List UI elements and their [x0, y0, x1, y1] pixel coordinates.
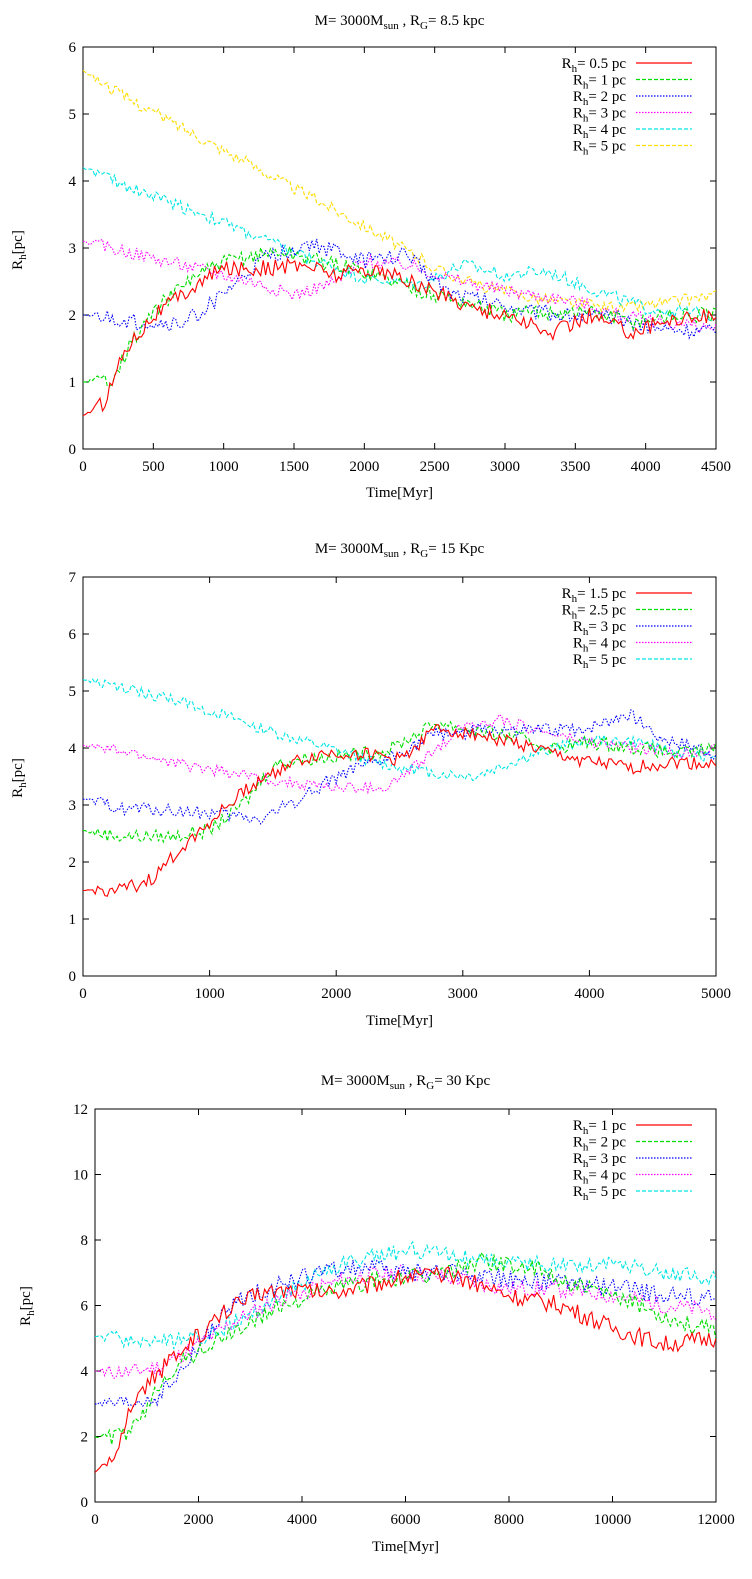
- legend-label: Rh= 1 pc: [573, 1118, 626, 1137]
- y-tick-label: 8: [81, 1233, 89, 1249]
- x-tick-label: 4000: [287, 1512, 317, 1528]
- y-tick-label: 2: [69, 308, 77, 324]
- legend-label: Rh= 2 pc: [573, 1135, 626, 1154]
- legend-label: Rh= 2.5 pc: [562, 603, 627, 622]
- series-line: [95, 1259, 716, 1408]
- series-line: [83, 244, 716, 387]
- x-tick-label: 0: [79, 986, 87, 1002]
- x-tick-label: 8000: [494, 1512, 524, 1528]
- x-tick-label: 2000: [349, 459, 379, 475]
- legend-label: Rh= 1 pc: [573, 73, 626, 92]
- y-tick-label: 6: [69, 40, 77, 56]
- y-tick-label: 6: [81, 1299, 89, 1315]
- series-line: [95, 1264, 716, 1380]
- y-tick-label: 5: [69, 107, 77, 123]
- y-tick-label: 0: [69, 442, 77, 458]
- chart-panel-1: M= 3000Msun , RG= 8.5 kpc 0 500 1000 1500 200…: [10, 13, 731, 501]
- y-axis-label: Rh[pc]: [18, 1286, 37, 1326]
- series-line: [83, 713, 716, 795]
- y-tick-label: 0: [81, 1495, 89, 1511]
- series-line: [83, 69, 716, 315]
- x-axis-label: Time[Myr]: [366, 1013, 433, 1029]
- x-axis-label: Time[Myr]: [366, 485, 433, 501]
- legend-label: Rh= 3 pc: [573, 619, 626, 638]
- chart-title: M= 3000Msun , RG= 30 Kpc: [321, 1073, 491, 1092]
- series-line: [95, 1240, 716, 1350]
- series-line: [95, 1265, 716, 1473]
- chart-title: M= 3000Msun , RG= 8.5 kpc: [315, 13, 485, 32]
- y-tick-label: 1: [69, 912, 77, 928]
- y-tick-label: 10: [73, 1168, 88, 1184]
- chart-title: M= 3000Msun , RG= 15 Kpc: [315, 541, 485, 560]
- y-tick-label: 3: [69, 798, 77, 814]
- legend-label: Rh= 5 pc: [573, 139, 626, 158]
- x-tick-label: 4000: [631, 459, 661, 475]
- series-line: [83, 709, 716, 825]
- y-tick-label: 7: [69, 570, 77, 586]
- legend-label: Rh= 1.5 pc: [562, 586, 627, 605]
- chart-panel-2: M= 3000Msun , RG= 15 Kpc 0 1000 2000 3000 400…: [10, 541, 731, 1029]
- y-axis-label: Rh[pc]: [10, 758, 29, 798]
- y-tick-label: 2: [81, 1430, 89, 1446]
- y-tick-label: 1: [69, 375, 77, 391]
- x-tick-label: 1000: [195, 986, 225, 1002]
- plot-frame: [82, 576, 717, 977]
- series-line: [83, 257, 716, 417]
- y-tick-label: 3: [69, 241, 77, 257]
- series-line: [83, 238, 716, 340]
- legend-label: Rh= 5 pc: [573, 652, 626, 671]
- x-tick-label: 5000: [701, 986, 731, 1002]
- y-tick-label: 4: [69, 741, 77, 757]
- legend-label: Rh= 0.5 pc: [562, 56, 627, 75]
- x-tick-label: 2000: [321, 986, 351, 1002]
- x-tick-label: 3500: [560, 459, 590, 475]
- legend-label: Rh= 3 pc: [573, 1151, 626, 1170]
- x-tick-label: 3000: [490, 459, 520, 475]
- x-tick-label: 1500: [279, 459, 309, 475]
- x-tick-label: 0: [79, 459, 87, 475]
- chart-panel-3: M= 3000Msun , RG= 30 Kpc 0 2000 4000 6000 800…: [18, 1073, 735, 1555]
- series-line: [83, 720, 716, 844]
- y-tick-label: 6: [69, 627, 77, 643]
- legend-label: Rh= 3 pc: [573, 106, 626, 125]
- x-tick-label: 2000: [184, 1512, 214, 1528]
- x-tick-label: 12000: [697, 1512, 735, 1528]
- x-tick-label: 500: [142, 459, 165, 475]
- x-tick-label: 4000: [574, 986, 604, 1002]
- series-line: [83, 678, 716, 782]
- series-line: [95, 1250, 716, 1445]
- x-tick-label: 3000: [448, 986, 478, 1002]
- x-tick-label: 2500: [420, 459, 450, 475]
- series-line: [83, 724, 716, 897]
- y-tick-label: 4: [81, 1364, 89, 1380]
- legend-label: Rh= 4 pc: [573, 122, 626, 141]
- y-tick-label: 0: [69, 969, 77, 985]
- x-axis-label: Time[Myr]: [372, 1539, 439, 1555]
- x-tick-label: 0: [91, 1512, 99, 1528]
- x-tick-label: 4500: [701, 459, 731, 475]
- x-tick-label: 6000: [391, 1512, 421, 1528]
- legend-label: Rh= 5 pc: [573, 1184, 626, 1203]
- legend-label: Rh= 4 pc: [573, 636, 626, 655]
- x-tick-label: 10000: [594, 1512, 632, 1528]
- y-tick-label: 2: [69, 855, 77, 871]
- y-tick-label: 5: [69, 684, 77, 700]
- x-tick-label: 1000: [209, 459, 239, 475]
- series-line: [83, 167, 716, 322]
- legend-label: Rh= 2 pc: [573, 89, 626, 108]
- legend-label: Rh= 4 pc: [573, 1168, 626, 1187]
- y-tick-label: 12: [73, 1102, 88, 1118]
- y-axis-label: Rh[pc]: [10, 230, 29, 270]
- y-tick-label: 4: [69, 174, 77, 190]
